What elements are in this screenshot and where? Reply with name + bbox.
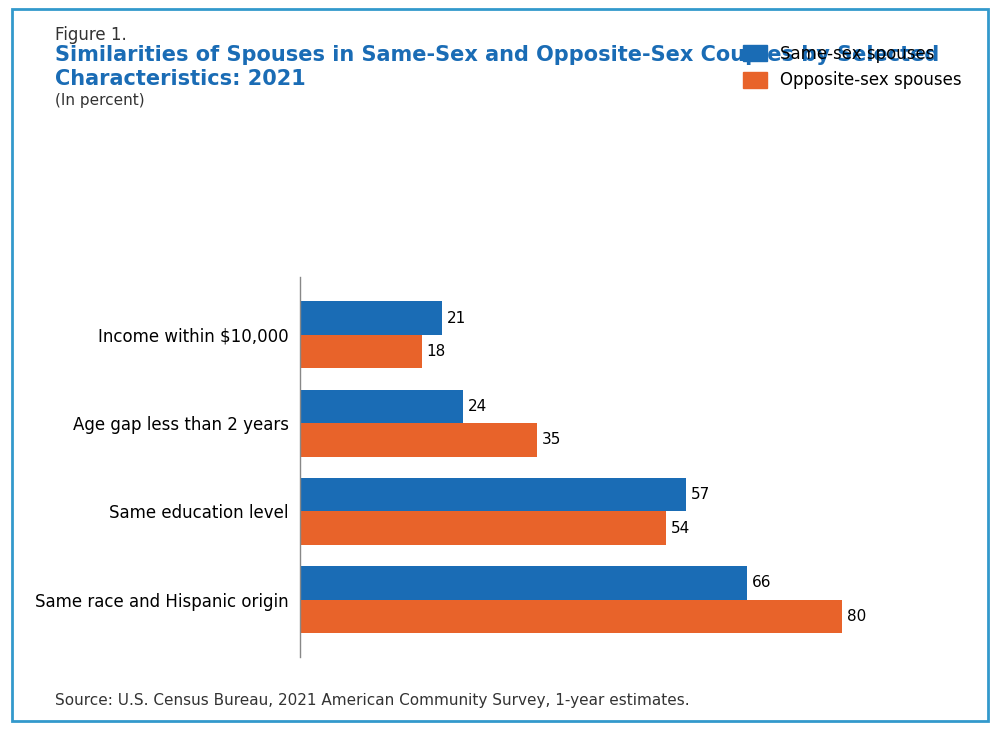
Text: 18: 18 bbox=[427, 344, 446, 359]
Bar bbox=[300, 390, 463, 423]
Text: 35: 35 bbox=[542, 432, 561, 447]
Text: 66: 66 bbox=[752, 575, 772, 591]
Text: 21: 21 bbox=[447, 310, 466, 326]
Bar bbox=[300, 478, 686, 511]
Text: 80: 80 bbox=[847, 609, 866, 624]
Bar bbox=[300, 423, 537, 456]
Text: 54: 54 bbox=[671, 520, 690, 536]
Bar bbox=[300, 566, 747, 599]
Text: Similarities of Spouses in Same-Sex and Opposite-Sex Couples by Selected: Similarities of Spouses in Same-Sex and … bbox=[55, 45, 939, 65]
Bar bbox=[300, 511, 666, 545]
Legend: Same-sex spouses, Opposite-sex spouses: Same-sex spouses, Opposite-sex spouses bbox=[743, 45, 962, 89]
Text: Characteristics: 2021: Characteristics: 2021 bbox=[55, 69, 306, 89]
Text: 24: 24 bbox=[467, 399, 487, 414]
Bar bbox=[300, 335, 422, 369]
Text: 57: 57 bbox=[691, 487, 710, 502]
Text: (In percent): (In percent) bbox=[55, 93, 145, 109]
Bar bbox=[300, 599, 842, 633]
Text: Figure 1.: Figure 1. bbox=[55, 26, 127, 44]
Text: Source: U.S. Census Bureau, 2021 American Community Survey, 1-year estimates.: Source: U.S. Census Bureau, 2021 America… bbox=[55, 693, 690, 708]
Bar bbox=[300, 301, 442, 335]
